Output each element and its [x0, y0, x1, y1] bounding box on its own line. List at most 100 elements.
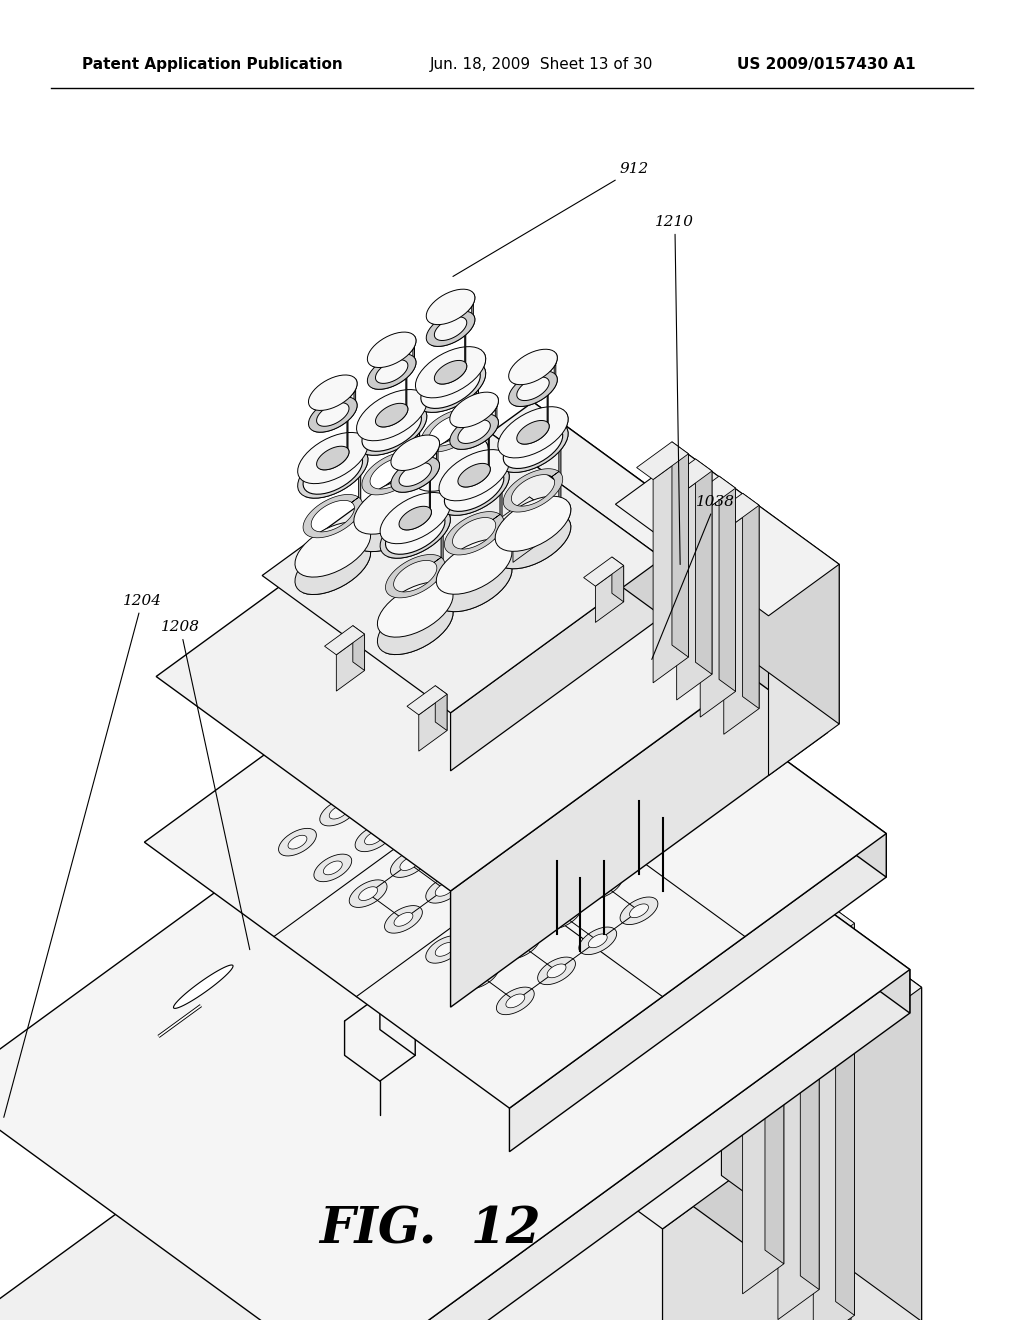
- Polygon shape: [651, 842, 922, 1039]
- Polygon shape: [435, 685, 447, 730]
- Polygon shape: [513, 506, 542, 562]
- Polygon shape: [476, 1059, 496, 1073]
- Polygon shape: [380, 492, 451, 544]
- Polygon shape: [380, 507, 451, 558]
- Polygon shape: [0, 677, 910, 1320]
- Polygon shape: [426, 289, 475, 325]
- Polygon shape: [498, 407, 568, 458]
- Polygon shape: [544, 902, 582, 929]
- Polygon shape: [593, 1063, 617, 1110]
- Text: Jun. 18, 2009  Sheet 13 of 30: Jun. 18, 2009 Sheet 13 of 30: [430, 57, 653, 71]
- Polygon shape: [444, 543, 512, 611]
- Polygon shape: [511, 1053, 535, 1101]
- Polygon shape: [585, 871, 623, 899]
- Polygon shape: [496, 496, 570, 552]
- Polygon shape: [385, 511, 445, 554]
- Polygon shape: [626, 1036, 652, 1055]
- Polygon shape: [518, 822, 537, 836]
- Polygon shape: [474, 421, 663, 616]
- Polygon shape: [547, 964, 566, 978]
- Polygon shape: [582, 1002, 605, 1049]
- Polygon shape: [436, 557, 512, 611]
- Polygon shape: [434, 317, 467, 341]
- Polygon shape: [368, 333, 416, 367]
- Polygon shape: [612, 557, 624, 602]
- Polygon shape: [402, 738, 440, 766]
- Polygon shape: [391, 436, 439, 470]
- Polygon shape: [225, 1216, 252, 1236]
- Polygon shape: [637, 442, 688, 479]
- Polygon shape: [394, 912, 413, 927]
- Polygon shape: [508, 875, 546, 903]
- Polygon shape: [392, 513, 445, 631]
- Polygon shape: [303, 451, 362, 494]
- Polygon shape: [356, 1201, 887, 1320]
- Polygon shape: [295, 521, 371, 577]
- Polygon shape: [590, 1090, 617, 1110]
- Polygon shape: [237, 1192, 264, 1212]
- Polygon shape: [353, 626, 365, 671]
- Polygon shape: [521, 568, 887, 876]
- Polygon shape: [355, 824, 393, 851]
- Polygon shape: [303, 495, 362, 537]
- Polygon shape: [237, 1156, 264, 1175]
- Polygon shape: [510, 927, 887, 1320]
- Polygon shape: [419, 694, 447, 751]
- Polygon shape: [543, 1056, 570, 1076]
- Polygon shape: [314, 854, 351, 882]
- Polygon shape: [476, 1038, 496, 1051]
- Polygon shape: [719, 477, 735, 692]
- Polygon shape: [476, 853, 496, 866]
- Polygon shape: [778, 898, 819, 1320]
- Polygon shape: [413, 436, 488, 491]
- Polygon shape: [517, 421, 549, 444]
- Polygon shape: [275, 1183, 299, 1237]
- Polygon shape: [512, 1011, 530, 1026]
- Polygon shape: [724, 858, 783, 902]
- Polygon shape: [308, 397, 357, 432]
- Polygon shape: [228, 1217, 252, 1271]
- Polygon shape: [517, 378, 549, 400]
- Polygon shape: [594, 878, 613, 892]
- Polygon shape: [406, 801, 425, 814]
- Polygon shape: [399, 507, 431, 529]
- Polygon shape: [508, 1053, 535, 1072]
- Polygon shape: [482, 797, 501, 810]
- Polygon shape: [361, 408, 422, 451]
- Polygon shape: [518, 883, 537, 896]
- Polygon shape: [447, 771, 466, 784]
- Polygon shape: [503, 425, 563, 469]
- Polygon shape: [439, 465, 509, 515]
- Polygon shape: [272, 1181, 299, 1201]
- Polygon shape: [325, 626, 365, 655]
- Polygon shape: [508, 1082, 535, 1101]
- Polygon shape: [403, 895, 862, 1229]
- Polygon shape: [450, 392, 499, 428]
- Text: 912: 912: [453, 162, 649, 276]
- Polygon shape: [501, 496, 542, 527]
- Polygon shape: [498, 421, 568, 473]
- Text: 1038: 1038: [652, 495, 735, 660]
- Polygon shape: [590, 1061, 617, 1081]
- Polygon shape: [324, 861, 342, 875]
- Polygon shape: [467, 846, 505, 873]
- Polygon shape: [638, 739, 687, 774]
- Polygon shape: [400, 857, 419, 870]
- Polygon shape: [543, 1027, 570, 1047]
- Polygon shape: [801, 884, 819, 1290]
- Polygon shape: [708, 494, 759, 531]
- Polygon shape: [416, 347, 485, 397]
- Polygon shape: [399, 463, 431, 486]
- Polygon shape: [813, 923, 854, 1320]
- Polygon shape: [362, 483, 429, 552]
- Polygon shape: [390, 850, 428, 878]
- Polygon shape: [349, 880, 387, 907]
- Polygon shape: [444, 469, 504, 511]
- Polygon shape: [262, 421, 663, 713]
- Polygon shape: [225, 1216, 252, 1236]
- Polygon shape: [514, 351, 557, 407]
- Polygon shape: [443, 1012, 460, 1047]
- Polygon shape: [478, 986, 496, 1022]
- Polygon shape: [546, 1028, 570, 1076]
- Polygon shape: [432, 820, 469, 847]
